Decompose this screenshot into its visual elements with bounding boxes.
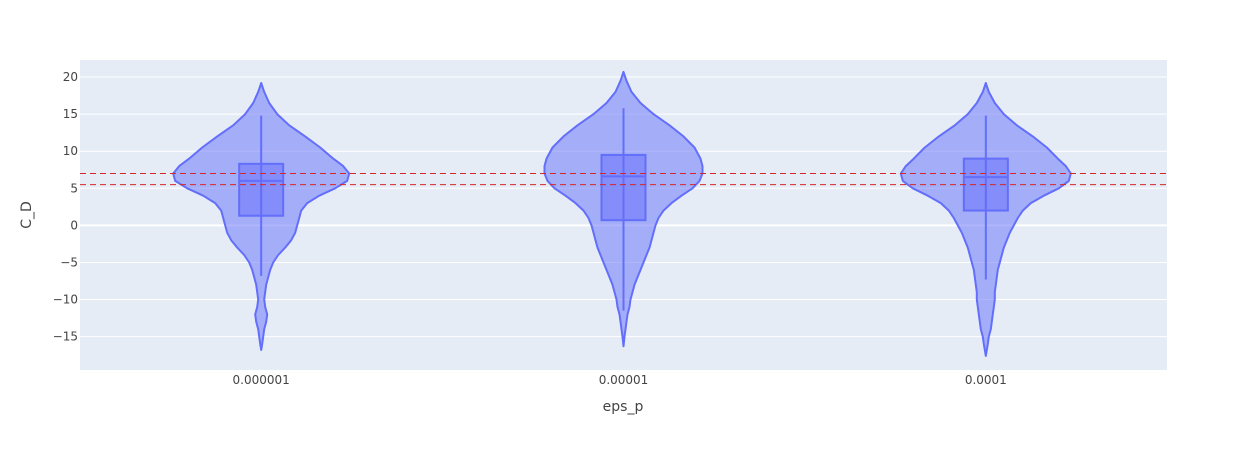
- y-tick-label: −15: [53, 330, 78, 344]
- y-tick-labels: 20 15 10 5 0 −5 −10 −15: [53, 70, 78, 344]
- y-tick-label: 20: [63, 70, 78, 84]
- violin-0.00001: [543, 70, 704, 348]
- y-tick-label: 15: [63, 107, 78, 121]
- y-tick-label: 5: [70, 181, 78, 195]
- x-axis-title: eps_p: [603, 399, 644, 415]
- y-tick-label: −5: [60, 255, 78, 269]
- x-tick-label: 0.00001: [599, 373, 649, 387]
- y-tick-label: 0: [70, 218, 78, 232]
- x-tick-label: 0.000001: [233, 373, 290, 387]
- y-tick-label: −10: [53, 293, 78, 307]
- violin-iqr-box: [600, 153, 647, 222]
- violin-layer: [172, 70, 1072, 357]
- violin-0.000001: [172, 82, 351, 351]
- y-tick-label: 10: [63, 144, 78, 158]
- x-tick-label: 0.0001: [965, 373, 1007, 387]
- violin-0.0001: [899, 82, 1072, 357]
- x-tick-labels: 0.000001 0.00001 0.0001: [233, 373, 1007, 387]
- violin-iqr-box: [238, 162, 285, 217]
- y-axis-title: C_D: [19, 201, 35, 229]
- reference-line-layer: [80, 172, 1167, 186]
